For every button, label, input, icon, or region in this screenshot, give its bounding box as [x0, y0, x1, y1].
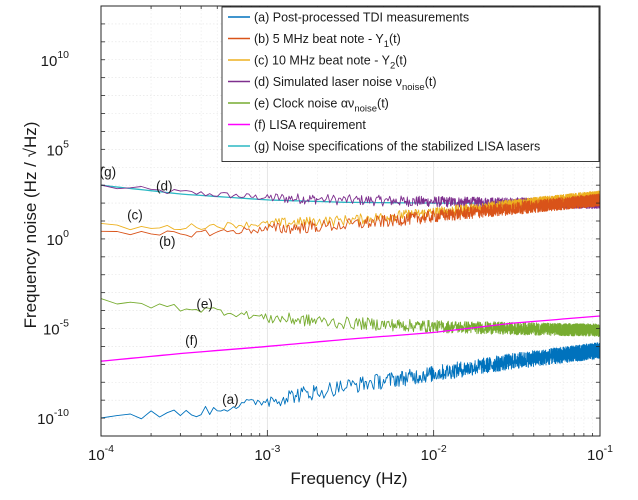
legend-entry-subscript: 2	[390, 61, 395, 72]
legend-entry-suffix: (t)	[389, 32, 401, 46]
x-axis-label: Frequency (Hz)	[290, 469, 407, 488]
annotation-label: (g)	[100, 165, 117, 180]
legend-entry-subscript: 1	[384, 39, 389, 50]
series-line-a	[100, 342, 601, 420]
legend-entry-suffix: (t)	[425, 75, 437, 89]
legend-entry-text: (d) Simulated laser noise ν	[254, 75, 402, 89]
annotation-label: (e)	[196, 297, 213, 312]
annotation-label: (a)	[222, 392, 239, 407]
legend-entry-text: (c) 10 MHz beat note - Y	[254, 54, 391, 68]
legend-entry-c: (c) 10 MHz beat note - Y2(t)	[254, 54, 407, 72]
legend-entry-text: (g) Noise specifications of the stabiliz…	[254, 140, 540, 154]
legend-entry-f: (f) LISA requirement	[254, 118, 366, 132]
legend-entry-text: (f) LISA requirement	[254, 118, 366, 132]
annotation-label: (b)	[159, 234, 176, 249]
y-axis-label: Frequency noise (Hz / √Hz)	[21, 122, 40, 329]
x-tick-exponent: -1	[604, 443, 613, 455]
legend-entry-text: (b) 5 MHz beat note - Y	[254, 32, 384, 46]
annotation-label: (f)	[185, 333, 198, 348]
annotation-label: (d)	[156, 179, 173, 194]
legend-entry-suffix: (t)	[377, 97, 389, 111]
series-line-f	[100, 315, 601, 362]
legend-box	[221, 6, 600, 162]
legend-entry-text: (e) Clock noise αν	[254, 97, 354, 111]
annotation-label: (c)	[127, 208, 143, 223]
legend-entry-b: (b) 5 MHz beat note - Y1(t)	[254, 32, 401, 50]
legend-entry-subscript: noise	[354, 104, 377, 115]
legend-entry-suffix: (t)	[395, 54, 407, 68]
legend-entry-text: (a) Post-processed TDI measurements	[254, 11, 469, 25]
legend-entry-d: (d) Simulated laser noise νnoise(t)	[254, 75, 437, 93]
y-tick-exponent: -10	[54, 407, 69, 419]
legend-entry-g: (g) Noise specifications of the stabiliz…	[254, 140, 540, 154]
legend-entry-subscript: noise	[402, 82, 425, 93]
y-tick-exponent: 5	[63, 138, 69, 150]
y-tick-exponent: 0	[63, 228, 69, 240]
x-tick-exponent: -3	[271, 443, 280, 455]
x-tick-exponent: -4	[105, 443, 114, 455]
legend-entry-a: (a) Post-processed TDI measurements	[254, 11, 469, 25]
series-line-b	[100, 193, 601, 238]
y-tick-exponent: 10	[57, 49, 69, 61]
y-tick-exponent: -5	[60, 318, 69, 330]
legend-entry-e: (e) Clock noise ανnoise(t)	[254, 97, 389, 115]
x-tick-exponent: -2	[437, 443, 446, 455]
